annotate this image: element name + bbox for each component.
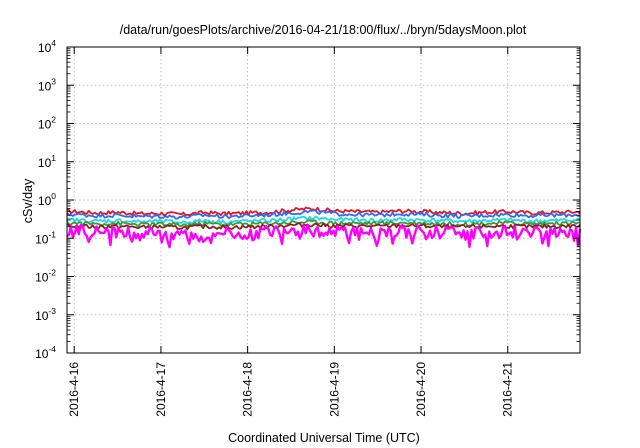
x-axis-label: Coordinated Universal Time (UTC)	[228, 431, 420, 445]
series-line	[66, 223, 582, 249]
y-tick-label: 104	[38, 38, 56, 55]
y-axis-label: cSv/day	[21, 178, 35, 223]
y-tick-label: 103	[38, 76, 56, 93]
x-tick-label: 2016-4-20	[414, 362, 428, 417]
x-tick-label: 2016-4-21	[501, 362, 515, 417]
x-tick-label: 2016-4-19	[327, 362, 341, 417]
y-tick-label: 10-2	[35, 268, 56, 285]
y-ticks: 10-4 10-3 10-2 10-1 100 101 102 103 104	[35, 38, 580, 361]
series-line	[66, 215, 581, 225]
series-layer	[66, 206, 582, 249]
y-tick-label: 101	[38, 153, 56, 170]
chart-title: /data/run/goesPlots/archive/2016-04-21/1…	[120, 23, 527, 37]
x-ticks: 2016-4-16 2016-4-17 2016-4-18 2016-4-19 2016…	[67, 47, 515, 417]
y-tick-label: 102	[38, 115, 56, 132]
series-line	[66, 222, 581, 231]
x-tick-label: 2016-4-17	[154, 362, 168, 417]
y-tick-label: 10-4	[35, 344, 56, 361]
y-tick-label: 100	[38, 191, 56, 208]
y-tick-label: 10-3	[35, 306, 56, 323]
y-tick-label: 10-1	[35, 229, 56, 246]
x-tick-label: 2016-4-18	[241, 362, 255, 417]
x-tick-label: 2016-4-16	[67, 362, 81, 417]
grid	[67, 47, 580, 353]
series-line	[66, 209, 581, 220]
